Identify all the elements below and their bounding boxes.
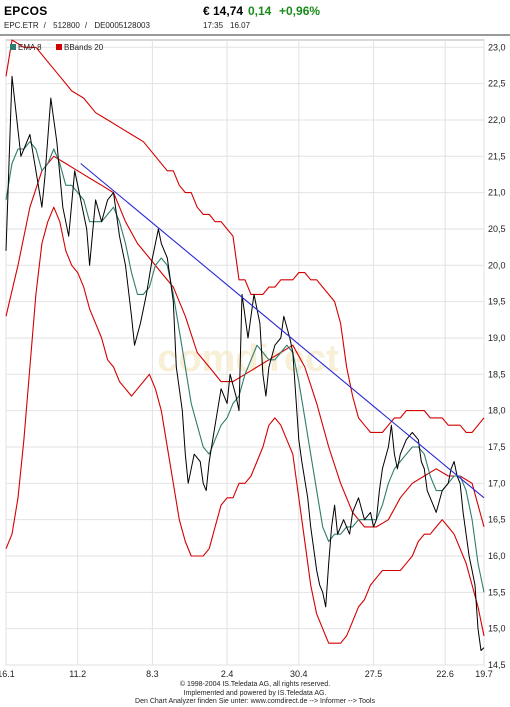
chart-analyzer-link-text[interactable]: Den Chart Analyzer finden Sie unter: www… (135, 698, 375, 705)
x-tick-label: 30.4 (290, 669, 308, 679)
stock-name: EPCOS (4, 4, 48, 18)
legend-label: EMA 8 (18, 43, 42, 52)
id-separator: / (43, 21, 46, 30)
y-tick-label: 23,0 (488, 42, 506, 52)
wkn-number: 512800 (53, 21, 80, 30)
trend-line (80, 163, 485, 499)
copyright-line: © 1998-2004 IS.Teledata AG, all rights r… (179, 681, 331, 688)
legend-swatch (56, 44, 62, 50)
y-tick-label: 18,0 (488, 406, 506, 416)
y-tick-label: 16,5 (488, 515, 506, 525)
bband-upper-line (5, 39, 485, 433)
y-tick-label: 18,5 (488, 369, 506, 379)
y-tick-label: 17,5 (488, 442, 506, 452)
x-tick-label: 11.2 (69, 669, 86, 679)
y-tick-label: 20,5 (488, 224, 506, 234)
y-tick-label: 21,0 (488, 188, 506, 198)
ema-8-line (5, 141, 485, 593)
y-tick-label: 20,0 (488, 260, 506, 270)
y-tick-label: 17,0 (488, 478, 506, 488)
price-line (5, 75, 485, 651)
header-divider (0, 34, 510, 36)
y-tick-label: 15,0 (488, 624, 506, 634)
bband-lower-line (5, 206, 485, 644)
powered-by-line: Implemented and powered by IS.Teledata A… (183, 689, 327, 697)
y-tick-label: 16,0 (488, 551, 506, 561)
legend-label: BBands 20 (64, 43, 104, 52)
legend-swatch (10, 44, 16, 50)
quote-header: EPCOS EPC.ETR / 512800 / DE0005128003 € 14… (0, 0, 510, 36)
y-tick-label: 15,5 (488, 587, 506, 597)
y-tick-label: 14,5 (488, 660, 506, 670)
y-tick-label: 19,0 (488, 333, 506, 343)
y-tick-label: 22,0 (488, 115, 506, 125)
price-chart: 23,0 22,5 22,0 21,5 21,0 20,5 20,0 19,5 19,0 18,5… (0, 39, 506, 679)
x-tick-label: 16.1 (0, 669, 15, 679)
quote-date: 16.07 (230, 21, 251, 30)
y-tick-label: 21,5 (488, 151, 506, 161)
copyright-footer: © 1998-2004 IS.Teledata AG, all rights r… (0, 681, 510, 707)
price-change: 0,14 (248, 4, 272, 18)
exchange-symbol: EPC.ETR (4, 21, 39, 30)
quote-time: 17:35 (203, 21, 224, 30)
stock-identifiers: EPC.ETR / 512800 / DE0005128003 (4, 21, 155, 30)
x-tick-label: 8.3 (146, 669, 159, 679)
plot-frame (5, 39, 485, 666)
y-tick-label: 22,5 (488, 79, 506, 89)
x-tick-label: 22.6 (436, 669, 454, 679)
y-tick-label: 19,5 (488, 297, 506, 307)
last-price: € 14,74 (203, 4, 244, 18)
isin-code: DE0005128003 (94, 21, 150, 30)
price-change-percent: +0,96% (279, 4, 321, 18)
x-tick-label: 2.4 (221, 669, 234, 679)
x-tick-label: 19.7 (475, 669, 493, 679)
x-tick-label: 27.5 (365, 669, 383, 679)
id-separator: / (84, 21, 88, 30)
